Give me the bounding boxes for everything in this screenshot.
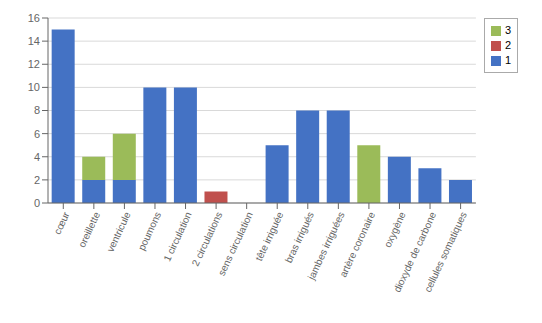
svg-text:oxygène: oxygène — [382, 210, 408, 249]
html-text:3: 3 — [504, 24, 511, 36]
svg-text:artère coronaire: artère coronaire — [337, 210, 377, 279]
svg-text:8: 8 — [34, 104, 40, 116]
svg-text:6: 6 — [34, 128, 40, 140]
svg-text:4: 4 — [34, 151, 40, 163]
svg-text:jambes irriguées: jambes irriguées — [305, 210, 347, 282]
svg-text:2 circulations: 2 circulations — [190, 210, 225, 268]
svg-text:oreillette: oreillette — [76, 210, 102, 249]
svg-text:10: 10 — [28, 81, 40, 93]
svg-text:dioxyde de carbone: dioxyde de carbone — [391, 210, 439, 294]
svg-text:cellules somatiques: cellules somatiques — [422, 210, 469, 294]
svg-text:14: 14 — [28, 35, 40, 47]
svg-text:ventricule: ventricule — [105, 210, 133, 254]
svg-text:tête irriguée: tête irriguée — [253, 210, 285, 263]
svg-text:16: 16 — [28, 12, 40, 24]
svg-text:cœur: cœur — [52, 210, 72, 236]
svg-text:sens circulation: sens circulation — [216, 210, 255, 277]
svg-text:bras irrigués: bras irrigués — [283, 210, 316, 265]
svg-text:poumons: poumons — [136, 210, 163, 252]
svg-text:2: 2 — [34, 174, 40, 186]
html-text:2: 2 — [504, 39, 511, 51]
svg-text:1 circulation: 1 circulation — [161, 210, 194, 263]
html-text:1: 1 — [504, 54, 511, 66]
svg-text:12: 12 — [28, 58, 40, 70]
svg-text:0: 0 — [34, 197, 40, 209]
